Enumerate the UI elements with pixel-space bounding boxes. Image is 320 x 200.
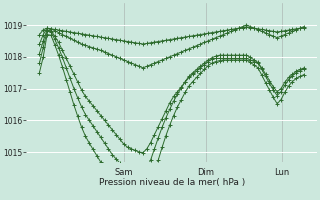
- Text: Lun: Lun: [274, 168, 289, 177]
- Text: Dim: Dim: [198, 168, 215, 177]
- Text: Sam: Sam: [115, 168, 133, 177]
- X-axis label: Pression niveau de la mer( hPa ): Pression niveau de la mer( hPa ): [99, 178, 245, 187]
